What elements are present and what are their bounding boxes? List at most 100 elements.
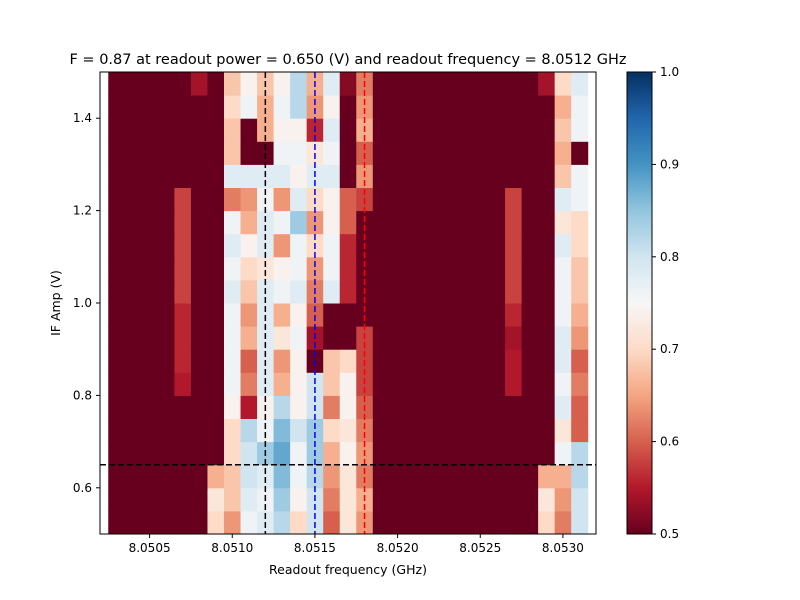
heatmap-cell	[157, 210, 175, 235]
heatmap-cell	[224, 395, 242, 419]
heatmap-cell	[124, 510, 142, 535]
heatmap-cell	[323, 395, 341, 419]
heatmap-cell	[389, 487, 407, 512]
heatmap-cell	[554, 256, 572, 281]
x-tick-label: 8.0510	[211, 541, 253, 555]
heatmap-cell	[190, 279, 208, 304]
heatmap-cell	[389, 256, 407, 281]
colorbar-tick-label: 0.7	[660, 342, 679, 356]
heatmap-cell	[389, 464, 407, 489]
heatmap-cell	[207, 164, 225, 188]
heatmap-cell	[472, 418, 490, 443]
heatmap-cell	[323, 256, 341, 281]
heatmap-cell	[240, 141, 258, 165]
heatmap-cell	[108, 233, 126, 258]
heatmap-cell	[554, 372, 572, 396]
heatmap-cell	[124, 441, 142, 466]
heatmap-cell	[538, 72, 556, 96]
heatmap-cell	[488, 395, 506, 419]
heatmap-cell	[339, 303, 357, 327]
heatmap-cell	[240, 487, 258, 512]
heatmap-cell	[389, 441, 407, 466]
heatmap-cell	[554, 395, 572, 419]
heatmap-cell	[472, 510, 490, 535]
heatmap-cell	[422, 164, 440, 188]
heatmap-cell	[240, 510, 258, 535]
heatmap-cell	[207, 441, 225, 466]
heatmap-cell	[405, 233, 423, 258]
heatmap-cell	[438, 510, 456, 535]
heatmap-cell	[571, 487, 589, 512]
heatmap-cell	[372, 141, 390, 165]
heatmap-cell	[190, 141, 208, 165]
heatmap-cell	[422, 487, 440, 512]
heatmap-cell	[157, 233, 175, 258]
colorbar-tick-label: 0.6	[660, 435, 679, 449]
heatmap-cell	[372, 303, 390, 327]
heatmap-cell	[472, 72, 490, 96]
heatmap-cell	[174, 487, 192, 512]
heatmap-cell	[190, 395, 208, 419]
heatmap-cell	[505, 95, 523, 119]
heatmap-cell	[422, 210, 440, 235]
heatmap-cell	[190, 95, 208, 119]
heatmap-cell	[157, 372, 175, 396]
heatmap-cell	[571, 510, 589, 535]
heatmap-cell	[339, 326, 357, 350]
heatmap-cell	[157, 141, 175, 165]
heatmap-cell	[488, 187, 506, 212]
heatmap-cell	[290, 164, 308, 188]
heatmap-cell	[455, 464, 473, 489]
heatmap-cell	[455, 372, 473, 396]
heatmap-cell	[141, 441, 159, 466]
heatmap-cell	[356, 95, 374, 119]
heatmap-cell	[157, 95, 175, 119]
heatmap-cell	[505, 395, 523, 419]
heatmap-cell	[339, 395, 357, 419]
heatmap-cell	[306, 95, 324, 119]
heatmap-cell	[108, 510, 126, 535]
heatmap-cell	[108, 418, 126, 443]
heatmap-cell	[141, 141, 159, 165]
heatmap-cell	[108, 164, 126, 188]
heatmap-cell	[554, 279, 572, 304]
heatmap-cell	[141, 72, 159, 96]
heatmap-cell	[455, 418, 473, 443]
heatmap-cell	[273, 187, 291, 212]
heatmap-cell	[472, 372, 490, 396]
heatmap-cell	[438, 326, 456, 350]
heatmap-cell	[124, 95, 142, 119]
heatmap-cell	[174, 303, 192, 327]
heatmap-cell	[240, 72, 258, 96]
heatmap-cell	[521, 256, 539, 281]
heatmap-cell	[323, 118, 341, 142]
heatmap-cell	[108, 303, 126, 327]
heatmap-cell	[339, 233, 357, 258]
heatmap-cell	[438, 441, 456, 466]
heatmap-cell	[108, 487, 126, 512]
heatmap-cell	[521, 72, 539, 96]
heatmap-cell	[141, 349, 159, 373]
heatmap-cell	[472, 118, 490, 142]
heatmap-cell	[339, 95, 357, 119]
heatmap-cell	[389, 418, 407, 443]
heatmap-cell	[339, 141, 357, 165]
heatmap-cell	[124, 395, 142, 419]
heatmap-cell	[438, 464, 456, 489]
heatmap-cell	[224, 510, 242, 535]
heatmap-cell	[323, 187, 341, 212]
heatmap-cell	[356, 464, 374, 489]
heatmap-cell	[174, 95, 192, 119]
heatmap-cell	[389, 279, 407, 304]
heatmap-cell	[339, 487, 357, 512]
heatmap-cell	[190, 72, 208, 96]
colorbar-tick-label: 0.9	[660, 157, 679, 171]
heatmap-cell	[455, 233, 473, 258]
heatmap-cell	[157, 303, 175, 327]
heatmap-cell	[141, 256, 159, 281]
heatmap-cell	[538, 118, 556, 142]
heatmap-cell	[521, 464, 539, 489]
heatmap-cell	[472, 349, 490, 373]
heatmap-cell	[538, 326, 556, 350]
heatmap-cell	[505, 510, 523, 535]
